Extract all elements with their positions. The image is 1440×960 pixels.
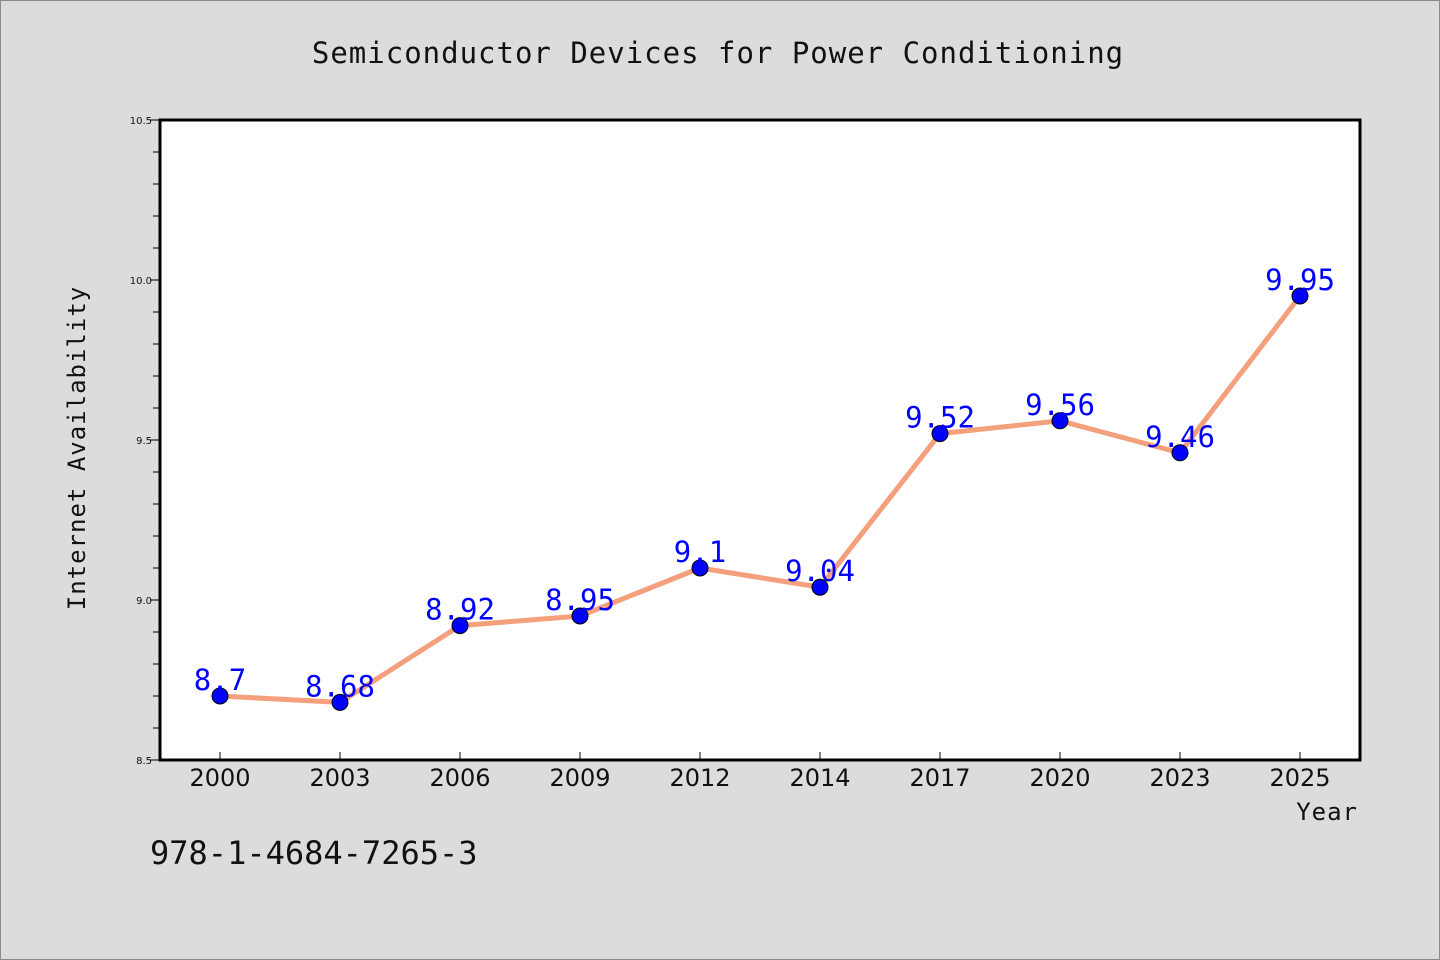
data-label: 8.92 bbox=[425, 593, 495, 627]
data-point bbox=[571, 607, 589, 625]
y-axis: 8.5 9.0 9.5 10.0 10.5 bbox=[130, 116, 160, 767]
data-point bbox=[451, 617, 469, 635]
x-tick-label: 2009 bbox=[549, 764, 610, 792]
series-polyline bbox=[217, 293, 1303, 705]
data-label: 9.95 bbox=[1265, 263, 1335, 297]
y-tick-label: 9.5 bbox=[136, 436, 152, 447]
data-point bbox=[691, 559, 709, 577]
data-labels: 8.7 8.68 8.92 8.95 9.1 9.04 9.52 9.56 9.46 9.95 bbox=[194, 263, 1335, 703]
x-tick-label: 2020 bbox=[1029, 764, 1090, 792]
data-label: 9.52 bbox=[905, 401, 975, 435]
isbn-text: 978-1-4684-7265-3 bbox=[150, 834, 478, 872]
x-tick-label: 2017 bbox=[909, 764, 970, 792]
x-tick-label: 2006 bbox=[429, 764, 490, 792]
chart-title: Semiconductor Devices for Power Conditio… bbox=[312, 36, 1124, 70]
x-tick-label: 2003 bbox=[309, 764, 370, 792]
data-label: 9.46 bbox=[1145, 420, 1215, 454]
data-point bbox=[811, 578, 829, 596]
data-label: 8.95 bbox=[545, 583, 615, 617]
data-label: 9.1 bbox=[674, 535, 726, 569]
x-axis-label: Year bbox=[1296, 798, 1358, 826]
data-point bbox=[1171, 444, 1189, 462]
y-tick-label: 10.5 bbox=[130, 116, 152, 127]
data-label: 8.68 bbox=[305, 669, 375, 703]
x-tick-label: 2014 bbox=[789, 764, 850, 792]
data-point bbox=[211, 687, 229, 705]
y-axis-label: Internet Availability bbox=[63, 286, 91, 610]
y-tick-label: 10.0 bbox=[130, 276, 152, 287]
data-point bbox=[1051, 412, 1069, 430]
data-point bbox=[331, 693, 349, 711]
data-point bbox=[1291, 287, 1309, 305]
series-line bbox=[211, 287, 1309, 711]
x-tick-label: 2025 bbox=[1269, 764, 1330, 792]
y-tick-label: 8.5 bbox=[136, 756, 152, 767]
data-point bbox=[931, 425, 949, 443]
data-label: 8.7 bbox=[194, 663, 246, 697]
x-tick-label: 2000 bbox=[189, 764, 250, 792]
data-label: 9.04 bbox=[785, 554, 855, 588]
x-axis: 2000 2003 2006 2009 2012 2014 2017 2020 2023 2025 bbox=[189, 752, 1331, 792]
x-tick-label: 2023 bbox=[1149, 764, 1210, 792]
plot-area bbox=[158, 118, 1362, 762]
x-tick-label: 2012 bbox=[669, 764, 730, 792]
y-tick-label: 9.0 bbox=[136, 596, 152, 607]
data-label: 9.56 bbox=[1025, 388, 1095, 422]
